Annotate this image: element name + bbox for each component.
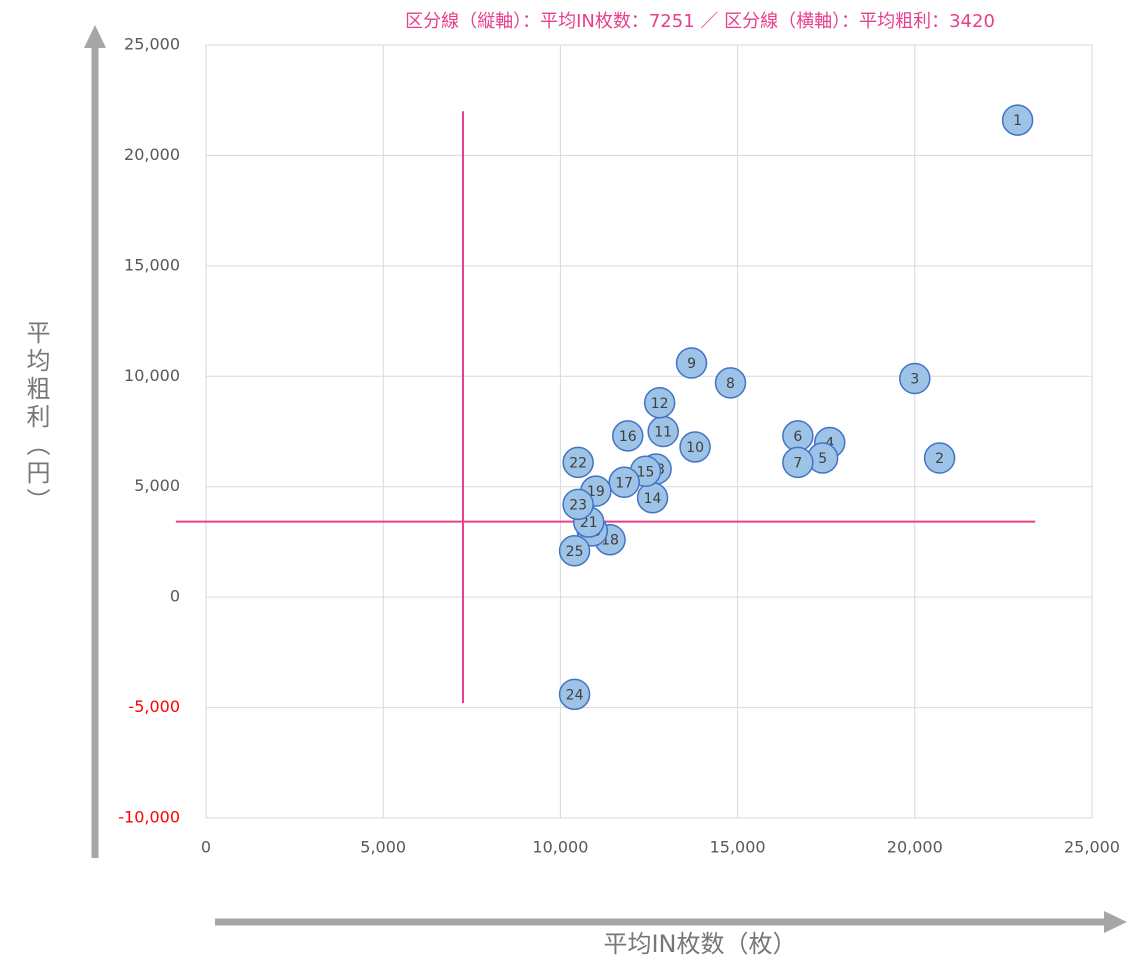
point-label: 24: [566, 687, 584, 703]
x-tick-label: 15,000: [710, 838, 766, 857]
y-tick-label: 20,000: [124, 145, 180, 164]
y-tick-label: -10,000: [118, 808, 180, 827]
point: [562, 446, 594, 479]
point: [562, 488, 594, 521]
point-label: 7: [793, 455, 802, 471]
point-label: 21: [580, 515, 598, 531]
point: [899, 362, 931, 395]
point: [643, 387, 676, 419]
point: [714, 367, 747, 399]
point: [608, 466, 640, 499]
annotation: 区分線（縦軸）：平均IN枚数：7251 ／ 区分線（横軸）：平均粗利：3420: [405, 11, 995, 32]
point: [558, 535, 591, 567]
point-label: 1: [1013, 113, 1022, 129]
x-tick-label: 0: [201, 838, 211, 857]
y-tick-label: -5,000: [128, 697, 180, 716]
point: [675, 347, 708, 379]
point: [923, 442, 956, 474]
x-tick-label: 25,000: [1064, 838, 1120, 857]
y-tick-label: 5,000: [134, 476, 180, 495]
y-tick-label: 10,000: [124, 366, 180, 385]
point-label: 5: [818, 451, 827, 467]
point-label: 15: [637, 464, 655, 480]
point-label: 3: [910, 371, 919, 387]
point: [611, 420, 644, 452]
x-tick-label: 5,000: [360, 838, 406, 857]
point-label: 16: [619, 429, 637, 445]
point: [1001, 104, 1034, 136]
point-label: 14: [644, 491, 662, 507]
point-label: 10: [686, 440, 704, 456]
x-tick-label: 20,000: [887, 838, 943, 857]
point-label: 2: [935, 451, 944, 467]
point-label: 22: [569, 455, 587, 471]
y-tick-label: 25,000: [124, 35, 180, 54]
point: [558, 678, 591, 711]
point: [782, 446, 814, 479]
x-axis-label: 平均IN枚数（枚）: [603, 930, 796, 958]
point: [679, 431, 711, 463]
point-label: 4: [825, 436, 834, 452]
point-label: 17: [615, 475, 633, 491]
y-arrowhead: [84, 25, 106, 48]
point-label: 6: [793, 429, 802, 445]
point-label: 8: [726, 376, 735, 392]
point-label: 23: [569, 497, 587, 513]
y-tick-label: 15,000: [124, 255, 180, 274]
x-arrowhead: [1104, 911, 1127, 933]
point-label: 25: [566, 544, 584, 560]
y-tick-label: 0: [170, 587, 180, 606]
point-label: 11: [654, 425, 672, 441]
point-label: 9: [687, 356, 696, 372]
point-label: 12: [651, 396, 669, 412]
y-axis-label: 平均粗利（円）: [22, 320, 50, 516]
x-tick-label: 10,000: [532, 838, 588, 857]
